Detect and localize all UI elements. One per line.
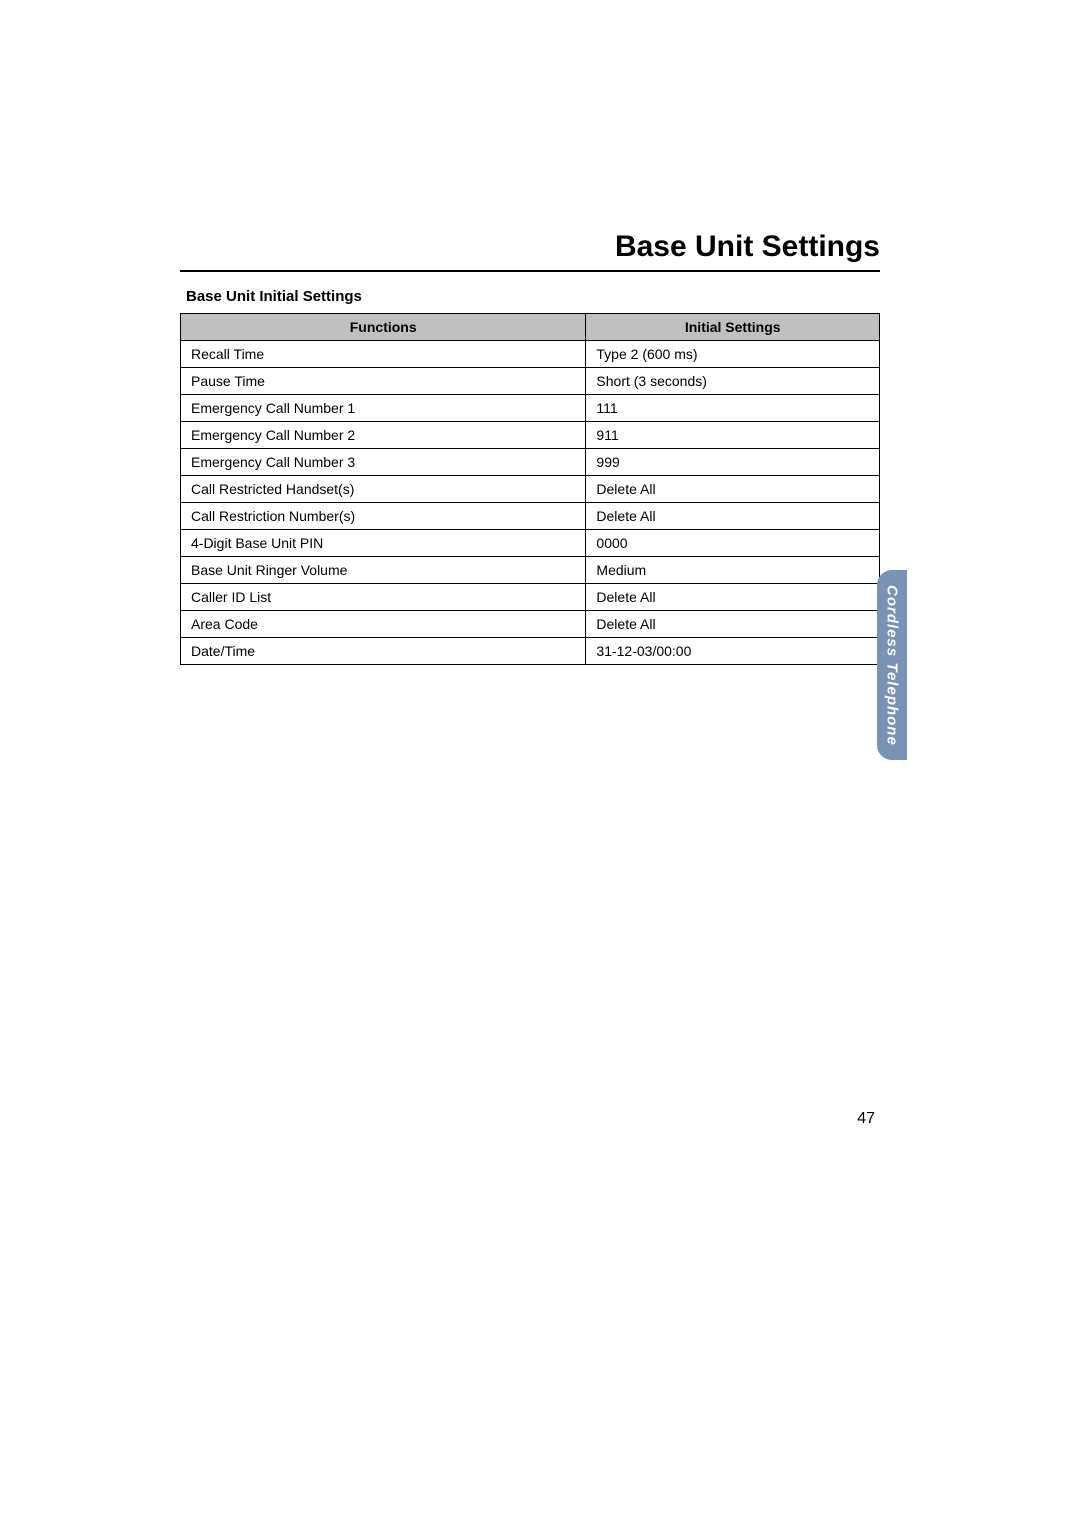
table-cell-func: Emergency Call Number 2 xyxy=(181,422,586,449)
document-page: Base Unit Settings Base Unit Initial Set… xyxy=(0,0,1080,1528)
table-cell-init: Medium xyxy=(586,557,880,584)
table-header-row: Functions Initial Settings xyxy=(181,314,880,341)
table-cell-init: 911 xyxy=(586,422,880,449)
section-title: Base Unit Initial Settings xyxy=(180,288,880,305)
table-cell-func: Area Code xyxy=(181,611,586,638)
table-cell-init: 111 xyxy=(586,395,880,422)
table-cell-func: Emergency Call Number 3 xyxy=(181,449,586,476)
table-cell-func: Base Unit Ringer Volume xyxy=(181,557,586,584)
table-cell-func: Caller ID List xyxy=(181,584,586,611)
table-cell-func: Pause Time xyxy=(181,368,586,395)
table-cell-init: 0000 xyxy=(586,530,880,557)
table-row: Emergency Call Number 3999 xyxy=(181,449,880,476)
table-row: Call Restricted Handset(s)Delete All xyxy=(181,476,880,503)
page-number: 47 xyxy=(857,1110,875,1128)
table-row: Area CodeDelete All xyxy=(181,611,880,638)
table-cell-init: 999 xyxy=(586,449,880,476)
table-row: Date/Time31-12-03/00:00 xyxy=(181,638,880,665)
table-cell-func: Emergency Call Number 1 xyxy=(181,395,586,422)
table-cell-init: Short (3 seconds) xyxy=(586,368,880,395)
settings-table: Functions Initial Settings Recall TimeTy… xyxy=(180,313,880,665)
side-tab-label: Cordless Telephone xyxy=(884,585,901,746)
table-cell-init: Delete All xyxy=(586,584,880,611)
table-row: 4-Digit Base Unit PIN0000 xyxy=(181,530,880,557)
table-row: Call Restriction Number(s)Delete All xyxy=(181,503,880,530)
table-cell-func: Date/Time xyxy=(181,638,586,665)
page-title: Base Unit Settings xyxy=(180,230,880,272)
table-cell-func: Recall Time xyxy=(181,341,586,368)
table-cell-init: 31-12-03/00:00 xyxy=(586,638,880,665)
table-row: Emergency Call Number 1111 xyxy=(181,395,880,422)
table-cell-func: 4-Digit Base Unit PIN xyxy=(181,530,586,557)
table-header-initial: Initial Settings xyxy=(586,314,880,341)
table-row: Caller ID ListDelete All xyxy=(181,584,880,611)
table-cell-init: Delete All xyxy=(586,476,880,503)
table-row: Pause TimeShort (3 seconds) xyxy=(181,368,880,395)
table-cell-init: Delete All xyxy=(586,503,880,530)
table-row: Base Unit Ringer VolumeMedium xyxy=(181,557,880,584)
table-body: Recall TimeType 2 (600 ms) Pause TimeSho… xyxy=(181,341,880,665)
table-cell-func: Call Restricted Handset(s) xyxy=(181,476,586,503)
table-header-functions: Functions xyxy=(181,314,586,341)
table-row: Recall TimeType 2 (600 ms) xyxy=(181,341,880,368)
side-tab: Cordless Telephone xyxy=(877,570,907,760)
table-row: Emergency Call Number 2911 xyxy=(181,422,880,449)
table-cell-func: Call Restriction Number(s) xyxy=(181,503,586,530)
table-cell-init: Delete All xyxy=(586,611,880,638)
table-cell-init: Type 2 (600 ms) xyxy=(586,341,880,368)
